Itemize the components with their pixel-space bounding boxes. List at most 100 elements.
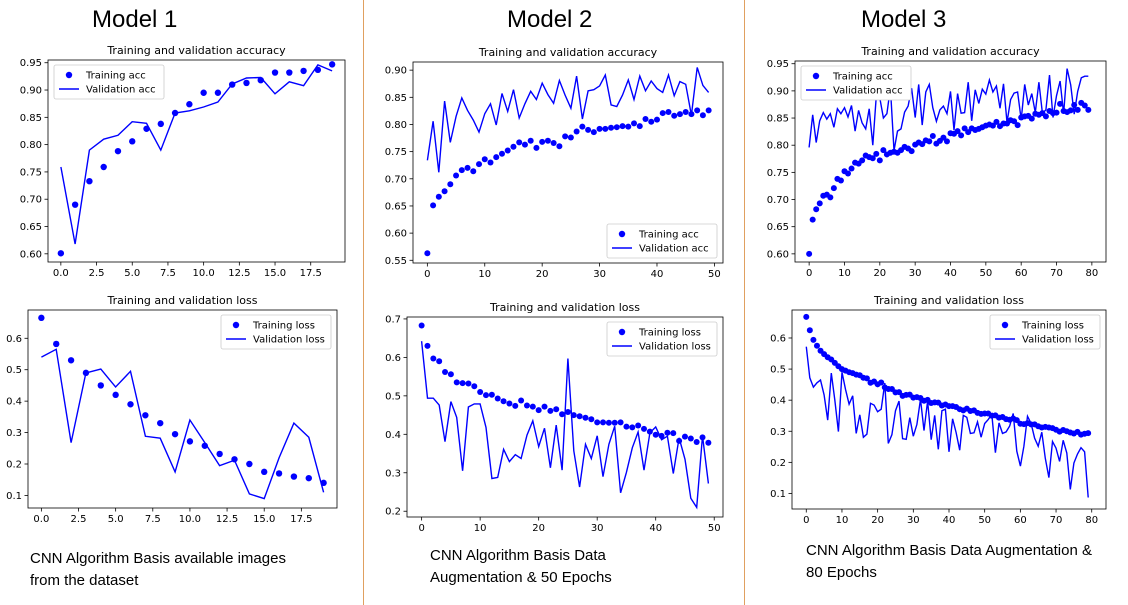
training-data-point [1011, 118, 1018, 125]
training-data-point [200, 89, 207, 96]
training-data-point [641, 425, 647, 432]
training-data-point [594, 419, 601, 426]
training-data-point [682, 108, 689, 115]
x-tick-label: 30 [593, 269, 606, 280]
training-data-point [859, 157, 866, 164]
training-data-point [876, 157, 883, 164]
training-data-point [53, 340, 60, 348]
training-data-point [464, 164, 471, 171]
x-tick-label: 10 [474, 523, 487, 534]
training-data-point [142, 412, 149, 419]
validation-series-line [41, 348, 325, 500]
training-data-point [430, 202, 437, 209]
legend-box [606, 321, 718, 357]
x-tick-label: 20 [873, 268, 886, 279]
training-data-point [112, 391, 119, 399]
legend-marker-dot [618, 328, 626, 336]
training-data-point [659, 110, 666, 117]
y-tick-label: 0.70 [20, 195, 42, 206]
legend-marker-dot [65, 71, 73, 79]
training-data-point [447, 371, 454, 378]
y-tick-label: 0.65 [20, 222, 42, 233]
training-data-point [453, 172, 460, 179]
training-data-point [243, 79, 250, 87]
x-tick-label: 17.5 [290, 514, 312, 525]
x-tick-label: 80 [1085, 515, 1098, 526]
training-data-point [869, 155, 876, 162]
training-data-point [559, 411, 566, 418]
training-data-point [271, 69, 279, 76]
legend-label: Training acc [832, 72, 893, 83]
training-data-point [465, 380, 472, 387]
legend-label: Validation loss [1022, 335, 1094, 346]
training-data-point [441, 188, 448, 195]
training-data-point [631, 120, 638, 127]
y-tick-label: 0.85 [385, 93, 407, 104]
x-tick-label: 80 [1085, 268, 1098, 279]
training-data-point [1081, 102, 1088, 109]
training-data-point [504, 147, 511, 154]
training-data-point [470, 168, 477, 175]
x-tick-label: 2.5 [89, 268, 105, 279]
training-data-point [989, 122, 996, 129]
training-data-point [424, 250, 431, 257]
x-tick-label: 50 [978, 515, 991, 526]
training-data-point [961, 125, 968, 132]
training-data-point [670, 430, 677, 437]
training-data-point [623, 423, 630, 430]
training-data-point [521, 141, 528, 148]
training-data-point [619, 123, 626, 130]
training-data-point [919, 141, 926, 148]
training-data-point [642, 116, 649, 123]
legend-box [989, 314, 1101, 350]
y-tick-label: 0.6 [770, 333, 786, 344]
training-data-point [590, 129, 597, 136]
training-data-point [67, 357, 75, 364]
x-tick-label: 0.0 [53, 268, 69, 279]
training-data-point [477, 389, 484, 395]
training-data-point [459, 380, 466, 387]
y-tick-label: 0.55 [385, 256, 407, 267]
training-data-point [837, 177, 844, 184]
y-tick-label: 0.3 [385, 468, 401, 479]
x-tick-label: 40 [651, 269, 664, 280]
y-tick-label: 0.90 [20, 86, 42, 97]
y-tick-label: 0.60 [20, 249, 42, 260]
training-data-point [556, 143, 563, 150]
training-data-point [830, 185, 837, 192]
training-data-point [926, 138, 933, 145]
training-data-point [629, 424, 636, 431]
legend-label: Validation acc [639, 244, 709, 255]
training-data-point [665, 108, 672, 115]
training-data-point [71, 201, 79, 208]
training-data-point [671, 112, 678, 119]
training-data-point [216, 450, 223, 458]
training-data-point [929, 132, 936, 139]
training-data-point [810, 336, 817, 343]
x-tick-label: 2.5 [71, 514, 87, 525]
x-tick-label: 5.0 [108, 514, 124, 525]
x-tick-label: 20 [871, 515, 884, 526]
training-data-point [652, 431, 659, 438]
x-tick-label: 0 [803, 515, 809, 526]
training-data-point [214, 89, 222, 96]
training-data-point [699, 112, 706, 119]
training-data-point [1053, 109, 1060, 116]
training-data-point [965, 129, 972, 136]
y-tick-label: 0.4 [385, 430, 401, 441]
training-data-point [527, 137, 534, 144]
training-data-point [806, 250, 813, 257]
training-data-point [533, 144, 540, 151]
training-data-point [529, 403, 536, 410]
training-data-point [1028, 115, 1035, 122]
model-1-title: Model 1 [92, 6, 178, 33]
training-data-point [541, 403, 548, 410]
x-tick-label: 20 [532, 523, 545, 534]
training-data-point [97, 382, 104, 389]
y-tick-label: 0.2 [385, 507, 401, 518]
x-tick-label: 30 [591, 523, 604, 534]
x-tick-label: 12.5 [216, 514, 238, 525]
plot-frame [47, 59, 346, 263]
